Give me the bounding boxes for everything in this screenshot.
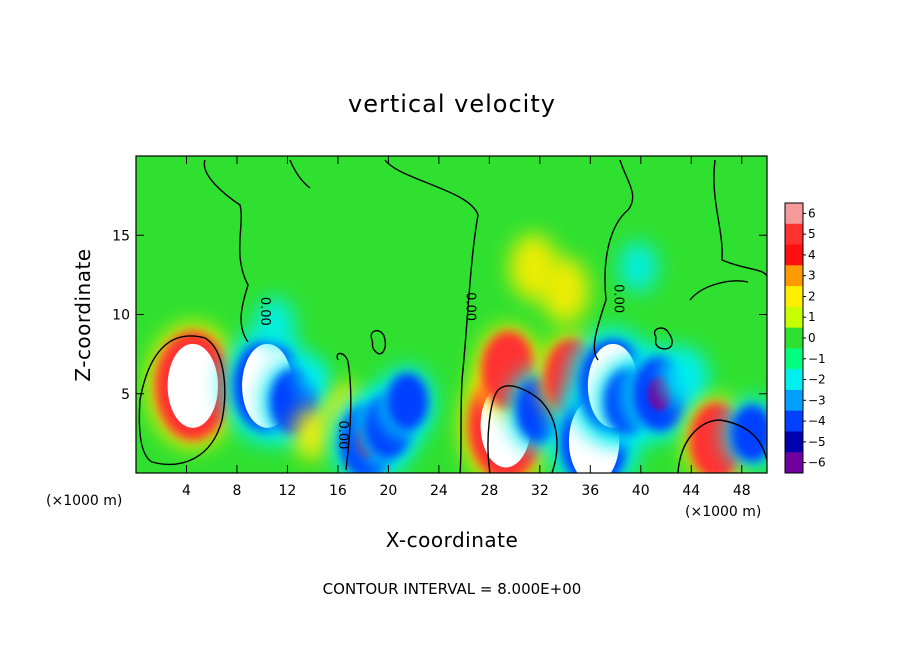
x-tick-label: 28 [480,483,498,499]
contour-label: 0.00 [335,420,350,449]
colorbar-label: −6 [808,456,826,470]
zero-contour-line [689,280,749,301]
chart-title: vertical velocity [348,90,556,118]
x-tick-label: 24 [430,483,448,499]
field-feature-18 [723,396,767,470]
contour-label: 0.00 [463,292,478,321]
x-tick-label: 20 [379,483,397,499]
zero-contour-line [336,352,352,471]
colorbar: 6 5 4 3 2 1 0 −1 −2 −3 −4 −5 −6 [784,202,826,474]
colorbar-swatch [785,348,803,370]
velocity-field: 0.00 0.00 0.00 0.00 [136,156,767,473]
x-tick-label: 40 [632,483,650,499]
field-feature-22 [255,297,295,348]
colorbar-swatch [785,306,803,329]
colorbar-swatch [785,244,803,266]
contour-label: 0.00 [610,284,625,313]
zero-contours [138,159,767,473]
colorbar-label: 0 [808,331,816,345]
colorbar-label: 5 [808,227,816,241]
colorbar-label: 4 [808,248,816,262]
zero-contour-line [653,327,673,350]
zero-contour-line [384,159,479,473]
x-tick-label: 16 [329,483,347,499]
zero-contour-line [289,159,311,189]
x-tick-label: 4 [182,483,191,499]
zero-contour-line [593,159,634,361]
colorbar-label: −1 [808,352,826,366]
colorbar-swatch [785,452,803,474]
x-tick-label: 32 [531,483,549,499]
colorbar-swatch [785,410,803,432]
colorbar-label: −4 [808,414,826,428]
field-feature-20 [540,257,590,324]
x-tick-label: 12 [279,483,297,499]
colorbar-swatch [785,286,803,308]
colorbar-label: 6 [808,206,816,220]
x-axis: 4 8 12 16 20 24 28 32 36 40 44 48 [182,156,751,499]
colorbar-swatch [785,327,803,349]
colorbar-label: 3 [808,269,816,283]
colorbar-swatch [785,389,803,412]
field-feature-21 [618,241,659,293]
y-tick-label: 10 [112,308,130,324]
field-feature-7 [378,365,436,439]
colorbar-swatch [785,369,803,391]
zero-contour-line [203,159,249,343]
zero-contour-line [370,329,386,355]
zero-contour-line [713,159,767,277]
x-axis-title: X-coordinate [386,528,519,552]
colorbar-label: 1 [808,310,816,324]
x-tick-label: 8 [232,483,241,499]
x-tick-label: 48 [733,483,751,499]
field-feature-23 [297,358,329,398]
zero-contour-line [677,419,767,473]
colorbar-swatch [785,203,803,225]
x-tick-label: 36 [581,483,599,499]
contour-interval-label: CONTOUR INTERVAL = 8.000E+00 [323,580,582,598]
y-tick-label: 5 [121,387,130,403]
colorbar-label: −2 [808,373,826,387]
field-feature-16 [660,347,710,409]
x-unit-label-right: (×1000 m) [685,504,761,520]
field-feature-0 [146,322,239,449]
colorbar-label: 2 [808,289,816,303]
zero-contour-line [138,335,226,466]
colorbar-swatch [785,265,803,287]
y-axis: 5 10 15 [112,228,767,403]
colorbar-label: −3 [808,393,826,407]
y-axis-title: Z-coordinate [71,248,95,381]
field-feature-3 [292,406,333,461]
x-tick-label: 44 [682,483,700,499]
colorbar-swatch [785,431,803,453]
x-unit-label-left: (×1000 m) [46,493,122,509]
colorbar-label: −5 [808,435,826,449]
colorbar-swatch [785,223,803,246]
y-tick-label: 15 [112,228,130,244]
zero-contour-line [487,385,558,473]
contour-label: 0.00 [257,297,272,326]
